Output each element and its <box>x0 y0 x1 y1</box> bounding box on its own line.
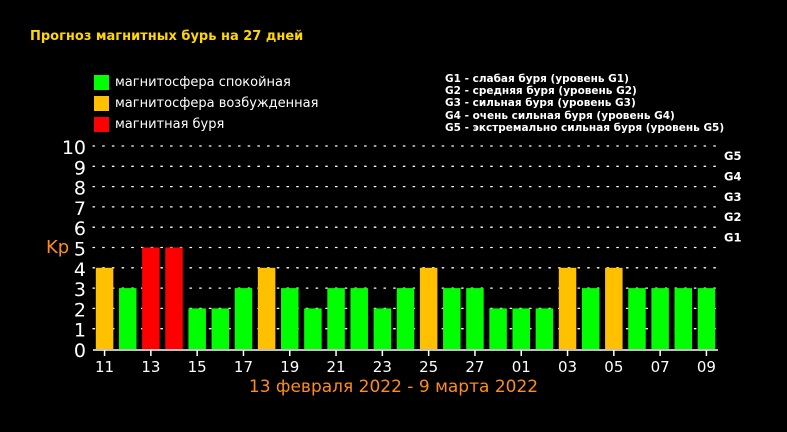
x-tick-label: 25 <box>419 358 438 376</box>
y-tick-label: 2 <box>74 299 86 321</box>
g-tick-label: G2 <box>724 210 741 224</box>
g-level-4: G4 - очень сильная буря (уровень G4) <box>445 109 675 122</box>
x-tick-label: 11 <box>95 358 114 376</box>
bar <box>674 288 693 349</box>
bar <box>350 288 368 349</box>
legend-item-storm: магнитная буря <box>94 116 224 132</box>
chart-title: Прогноз магнитных бурь на 27 дней <box>30 29 304 44</box>
bar <box>512 308 530 349</box>
bar <box>419 267 438 349</box>
g-level-3: G3 - сильная буря (уровень G3) <box>445 97 636 110</box>
x-tick-label: 27 <box>465 358 484 376</box>
bar <box>188 308 206 349</box>
bar <box>234 288 253 349</box>
g-level-2: G2 - средняя буря (уровень G2) <box>445 85 637 98</box>
legend-item-active: магнитосфера возбужденная <box>94 95 318 111</box>
x-tick-label: 21 <box>327 358 346 376</box>
legend-swatch-active <box>94 95 109 111</box>
kp-axis-label: Kp <box>46 237 70 258</box>
g-level-5: G5 - экстремально сильная буря (уровень … <box>445 121 725 134</box>
y-tick-label: 10 <box>62 137 86 159</box>
x-tick-label: 19 <box>280 358 299 376</box>
x-tick-label: 09 <box>697 358 716 376</box>
y-tick-label: 4 <box>74 259 86 281</box>
y-tick-label: 0 <box>74 340 86 362</box>
y-tick-label: 1 <box>74 320 86 342</box>
bar <box>257 267 276 349</box>
x-tick-label: 07 <box>651 358 670 376</box>
bar <box>304 308 322 349</box>
y-tick-label: 7 <box>74 198 86 220</box>
y-tick-label: 6 <box>74 218 86 240</box>
legend-swatch-storm <box>94 116 109 132</box>
bar <box>581 288 600 349</box>
g-tick-label: G3 <box>724 190 741 204</box>
x-tick-label: 15 <box>188 358 207 376</box>
y-tick-label: 5 <box>74 239 86 261</box>
x-tick-label: 01 <box>512 358 531 376</box>
g-level-1: G1 - слабая буря (уровень G1) <box>445 73 629 85</box>
bar <box>95 267 114 349</box>
legend-label-active: магнитосфера возбужденная <box>115 95 319 111</box>
x-tick-label: 17 <box>234 358 253 376</box>
y-tick-label: 9 <box>74 157 86 179</box>
x-tick-label: 23 <box>373 358 392 376</box>
bar <box>535 308 554 349</box>
x-tick-label: 13 <box>141 358 160 376</box>
legend-item-quiet: магнитосфера спокойная <box>94 74 291 90</box>
bar <box>466 288 484 349</box>
bar <box>327 288 345 349</box>
y-tick-label: 8 <box>74 178 86 200</box>
date-range: 13 февраля 2022 - 9 марта 2022 <box>248 377 539 397</box>
bar <box>605 267 623 349</box>
x-tick-label: 05 <box>604 358 623 376</box>
bar <box>396 288 415 349</box>
y-tick-label: 3 <box>74 279 86 301</box>
bar <box>281 288 299 349</box>
legend-swatch-quiet <box>94 74 109 90</box>
bar <box>558 267 577 349</box>
bar <box>165 247 183 349</box>
legend-label-quiet: магнитосфера спокойная <box>115 74 291 90</box>
bar <box>697 288 716 349</box>
g-tick-label: G4 <box>724 169 741 183</box>
bar <box>211 308 230 349</box>
bar <box>373 308 392 349</box>
x-tick-label: 03 <box>558 358 577 376</box>
bar <box>118 288 137 349</box>
g-tick-label: G5 <box>724 149 741 163</box>
bar <box>142 247 160 349</box>
bar <box>651 288 669 349</box>
bar <box>443 288 461 349</box>
bar <box>489 308 507 349</box>
g-level-legend: G1 - слабая буря (уровень G1) G2 - средн… <box>445 73 724 134</box>
bar <box>628 288 646 349</box>
legend-label-storm: магнитная буря <box>115 116 225 132</box>
g-tick-label: G1 <box>724 230 741 244</box>
